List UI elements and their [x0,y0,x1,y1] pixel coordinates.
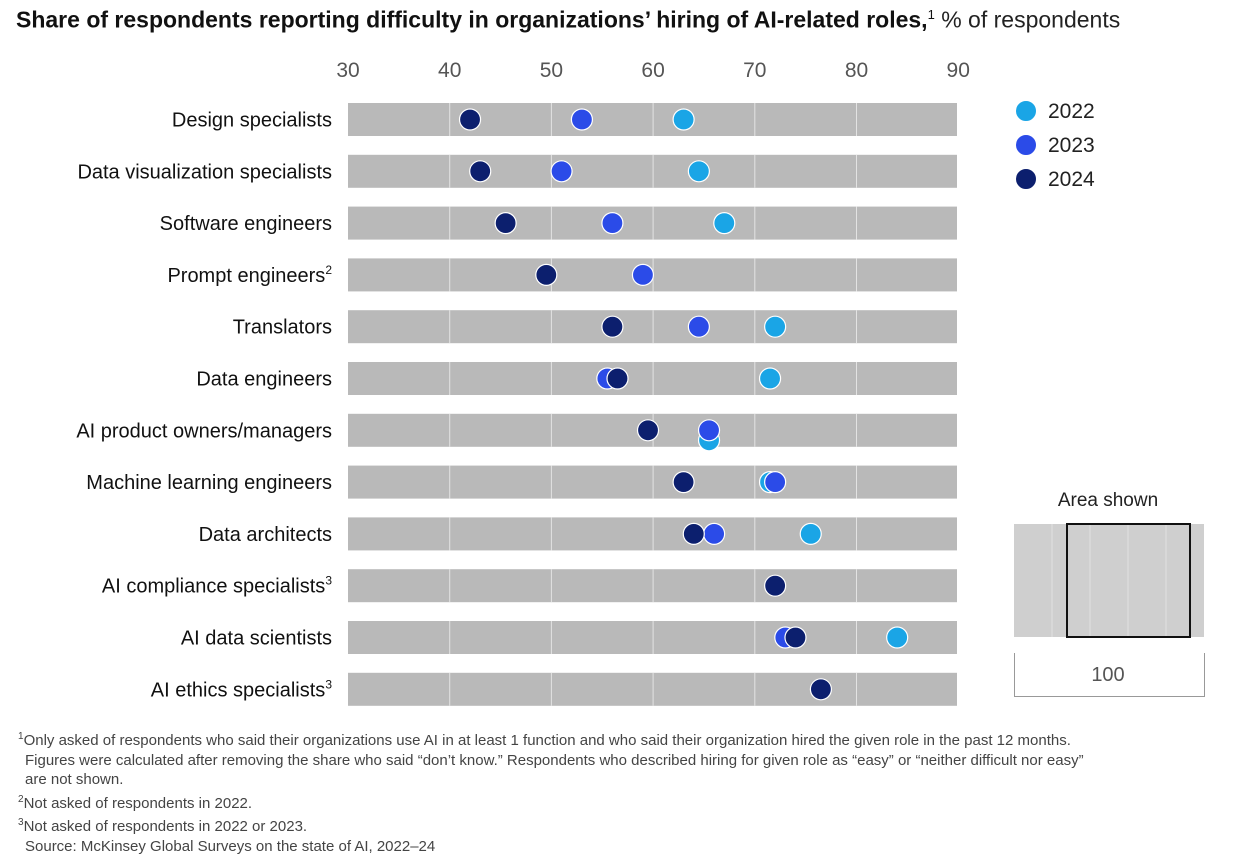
category-label: AI data scientists [181,628,332,650]
legend-marker-2022 [1016,101,1037,122]
x-tick-label: 60 [641,59,664,82]
legend-label-2023: 2023 [1048,134,1095,157]
category-label: AI product owners/managers [76,420,332,442]
point-2024 [495,213,516,234]
legend-marker-2024 [1016,169,1037,190]
point-2024 [765,575,786,596]
point-2022 [714,213,735,234]
footnote-2: 2Not asked of respondents in 2022. [18,790,1218,814]
point-2023 [632,264,653,285]
category-label: Data visualization specialists [77,161,332,183]
point-2022 [765,316,786,337]
footnote-1-cont: Figures were calculated after removing t… [18,751,1218,771]
legend-label-2022: 2022 [1048,100,1095,123]
point-2022 [800,523,821,544]
category-bar [348,621,957,654]
point-2023 [704,523,725,544]
point-2024 [607,368,628,389]
dot-plot-chart: 30 40 50 60 70 80 90 Design specialists Data vis… [0,0,1250,725]
x-tick-label: 80 [845,59,868,82]
footnotes: 1Only asked of respondents who said thei… [18,727,1218,856]
point-2024 [683,523,704,544]
point-2023 [602,213,623,234]
category-label: Design specialists [172,110,332,132]
point-2023 [699,420,720,441]
category-label: Data engineers [196,369,332,391]
category-bar [348,207,957,240]
point-2024 [602,316,623,337]
category-bar [348,310,957,343]
category-bar [348,673,957,706]
inset-title: Area shown [1058,490,1158,511]
footnote-1: 1Only asked of respondents who said thei… [18,727,1218,751]
legend-marker-2023 [1016,135,1037,156]
point-2023 [551,161,572,182]
x-tick-label: 30 [336,59,359,82]
category-label: AI compliance specialists3 [102,574,332,598]
category-label: Machine learning engineers [86,472,332,494]
category-bar [348,517,957,550]
point-2024 [460,109,481,130]
x-tick-label: 50 [540,59,563,82]
category-bar [348,103,957,136]
inset-area [1014,524,1204,637]
point-2023 [571,109,592,130]
legend-label-2024: 2024 [1048,168,1095,191]
category-label: Translators [233,317,332,339]
x-tick-label: 90 [947,59,970,82]
footnote-1-end: are not shown. [18,770,1218,790]
category-label: Software engineers [160,213,332,235]
point-2024 [536,264,557,285]
point-2022 [887,627,908,648]
category-label: Prompt engineers2 [167,263,332,287]
category-bar [348,362,957,395]
x-tick-label: 70 [743,59,766,82]
point-2024 [638,420,659,441]
category-bar [348,569,957,602]
category-label: AI ethics specialists3 [151,677,333,701]
category-bar [348,466,957,499]
point-2024 [673,472,694,493]
point-2023 [688,316,709,337]
category-label: Data architects [199,524,332,546]
point-2024 [810,679,831,700]
point-2022 [673,109,694,130]
footnote-source: Source: McKinsey Global Surveys on the s… [18,837,1218,856]
point-2023 [765,472,786,493]
point-2024 [785,627,806,648]
x-tick-label: 40 [438,59,461,82]
point-2022 [688,161,709,182]
point-2022 [760,368,781,389]
category-bar [348,155,957,188]
inset-scale-value: 100 [1091,664,1124,686]
point-2024 [470,161,491,182]
